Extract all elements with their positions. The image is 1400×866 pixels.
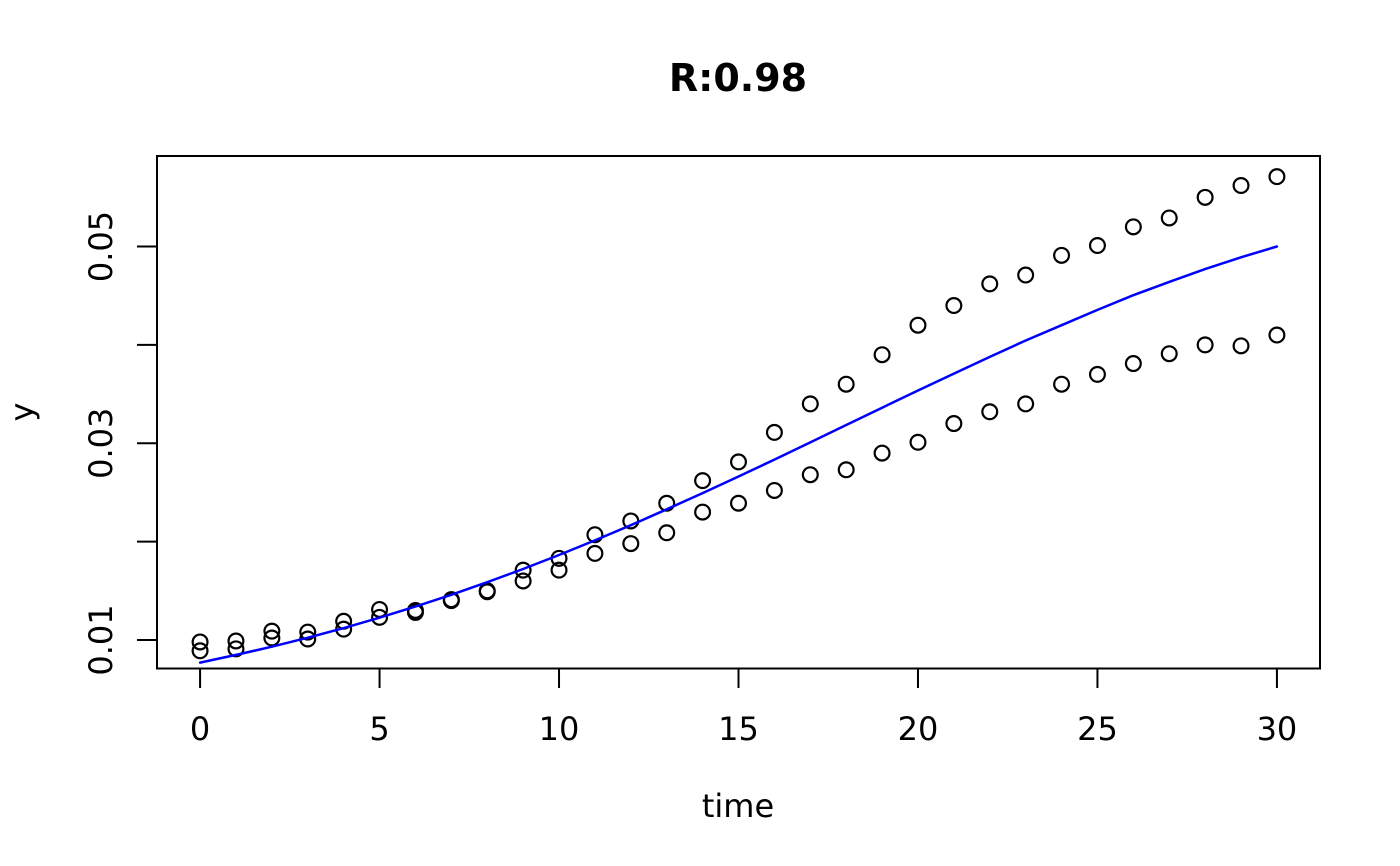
y-tick-label: 0.05 xyxy=(82,211,120,282)
data-point-lower xyxy=(263,629,281,647)
data-point-upper xyxy=(801,395,819,413)
scatter-series-lower xyxy=(191,326,1286,660)
fitted-line xyxy=(198,245,1279,664)
data-point-upper xyxy=(1124,218,1142,236)
data-point-lower xyxy=(550,561,568,579)
data-point-lower xyxy=(227,640,245,658)
x-tick-label: 20 xyxy=(898,710,939,748)
data-point-lower xyxy=(873,444,891,462)
y-tick-label: 0.01 xyxy=(82,604,120,675)
data-point-lower xyxy=(586,544,604,562)
data-point-lower xyxy=(945,415,963,433)
data-point-upper xyxy=(514,561,532,579)
data-point-lower xyxy=(1088,365,1106,383)
x-axis-label: time xyxy=(702,787,774,825)
scatter-series-upper xyxy=(191,168,1286,651)
data-point-lower xyxy=(1017,395,1035,413)
data-point-lower xyxy=(406,603,424,621)
data-point-lower xyxy=(765,481,783,499)
data-point-lower xyxy=(837,461,855,479)
y-tick-label: 0.03 xyxy=(82,408,120,479)
data-point-lower xyxy=(1053,375,1071,393)
data-point-lower xyxy=(514,572,532,590)
data-point-lower xyxy=(658,524,676,542)
data-point-lower xyxy=(729,494,747,512)
x-tick-label: 30 xyxy=(1257,710,1298,748)
data-point-lower xyxy=(1268,326,1286,344)
data-point-lower xyxy=(909,433,927,451)
data-point-upper xyxy=(729,453,747,471)
x-tick-label: 25 xyxy=(1077,710,1118,748)
fitted-line-group xyxy=(198,245,1279,664)
data-point-upper xyxy=(945,297,963,315)
data-point-upper xyxy=(837,375,855,393)
data-point-upper xyxy=(299,623,317,641)
data-point-upper xyxy=(1160,209,1178,227)
x-axis: 0 5 10 15 20 25 30 xyxy=(190,668,1298,748)
data-point-upper xyxy=(1053,246,1071,264)
data-point-lower xyxy=(981,403,999,421)
data-point-upper xyxy=(1232,177,1250,195)
plot-border xyxy=(156,155,1321,670)
data-point-lower xyxy=(1232,337,1250,355)
data-point-upper xyxy=(227,632,245,650)
data-point-lower xyxy=(191,642,209,660)
data-point-lower xyxy=(1124,355,1142,373)
data-point-lower xyxy=(1160,345,1178,363)
chart-title: R:0.98 xyxy=(669,56,807,100)
data-point-upper xyxy=(263,622,281,640)
data-point-lower xyxy=(442,592,460,610)
x-tick-label: 5 xyxy=(369,710,389,748)
x-tick-label: 10 xyxy=(539,710,580,748)
data-point-upper xyxy=(694,472,712,490)
data-point-lower xyxy=(1196,336,1214,354)
data-point-upper xyxy=(873,346,891,364)
x-tick-label: 0 xyxy=(190,710,210,748)
data-point-lower xyxy=(801,466,819,484)
data-point-upper xyxy=(586,526,604,544)
data-point-upper xyxy=(1268,168,1286,186)
data-point-lower xyxy=(371,608,389,626)
data-point-lower xyxy=(622,535,640,553)
data-point-upper xyxy=(909,316,927,334)
x-tick-label: 15 xyxy=(718,710,759,748)
y-axis-label: y xyxy=(3,403,41,422)
data-point-upper xyxy=(191,633,209,651)
data-point-upper xyxy=(765,423,783,441)
data-point-upper xyxy=(1196,188,1214,206)
data-point-upper xyxy=(1088,237,1106,255)
data-point-upper xyxy=(981,275,999,293)
data-point-upper xyxy=(1017,266,1035,284)
data-point-lower xyxy=(694,503,712,521)
data-point-lower xyxy=(478,583,496,601)
y-axis: 0.01 0.03 0.05 xyxy=(82,211,157,676)
